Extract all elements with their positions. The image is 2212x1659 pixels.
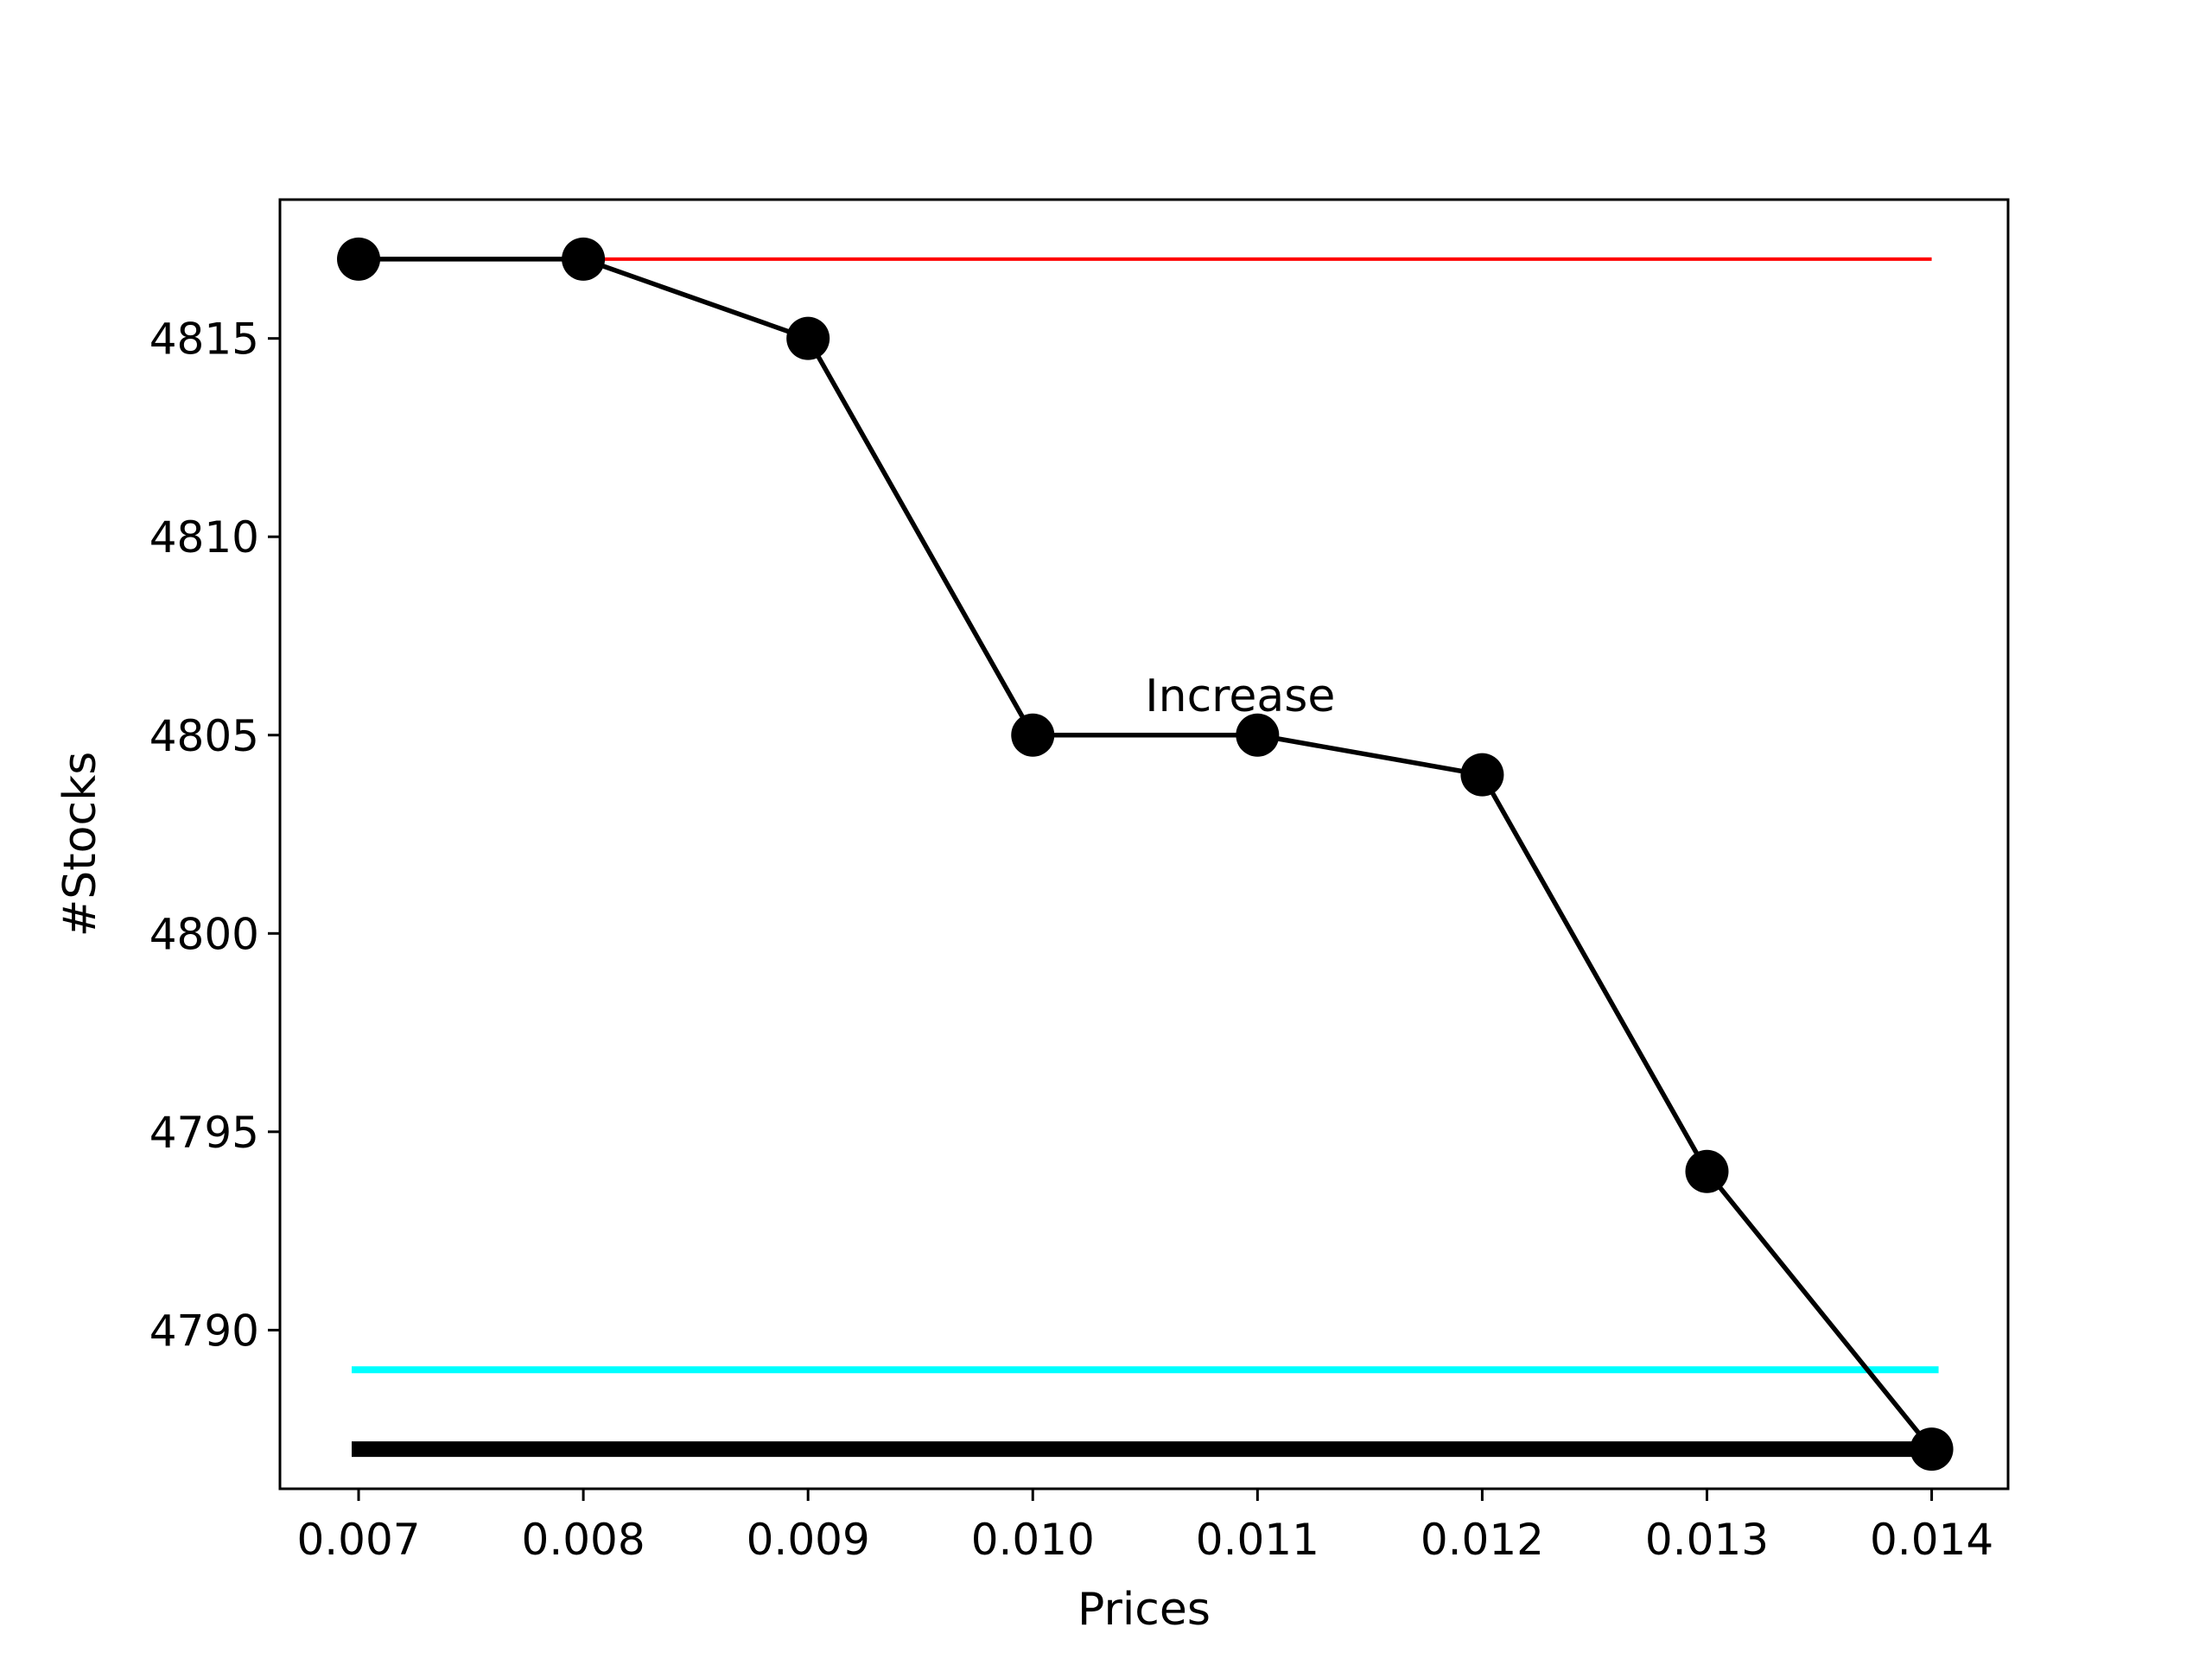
plot-area <box>280 200 2008 1489</box>
data-point <box>1685 1149 1729 1193</box>
data-point <box>1236 713 1280 757</box>
y-tick-label: 4805 <box>149 711 259 761</box>
x-axis-title: Prices <box>1077 1584 1211 1636</box>
x-tick-label: 0.013 <box>1645 1515 1769 1565</box>
y-tick-label: 4815 <box>149 315 259 365</box>
x-tick-label: 0.014 <box>1870 1515 1993 1565</box>
x-tick-label: 0.010 <box>971 1515 1095 1565</box>
data-point <box>786 316 830 360</box>
data-point <box>562 237 606 281</box>
y-tick-label: 4800 <box>149 909 259 959</box>
series-lines <box>359 257 1934 1451</box>
x-tick-label: 0.012 <box>1421 1515 1544 1565</box>
y-axis: 4790 4795 4800 4805 4810 4815 <box>149 315 280 1356</box>
data-point <box>1910 1427 1954 1471</box>
reference-lines <box>352 257 1939 1458</box>
x-tick-label: 0.011 <box>1196 1515 1319 1565</box>
data-point <box>1460 753 1504 797</box>
series-line-0 <box>359 257 1934 1451</box>
x-axis: 0.007 0.008 0.009 0.010 0.011 0.012 0.013 0.014 <box>296 1489 1993 1565</box>
y-tick-label: 4790 <box>149 1306 259 1356</box>
plot-frame <box>278 198 2010 1491</box>
y-tick-label: 4795 <box>149 1108 259 1158</box>
series-markers <box>337 237 1954 1471</box>
x-tick-label: 0.007 <box>296 1515 420 1565</box>
data-point <box>337 237 381 281</box>
x-tick-label: 0.009 <box>747 1515 870 1565</box>
x-tick-label: 0.008 <box>522 1515 645 1565</box>
y-axis-title: #Stocks <box>54 752 106 938</box>
annotation-increase: Increase <box>1145 671 1335 722</box>
y-tick-label: 4810 <box>149 512 259 563</box>
data-point <box>1011 713 1055 757</box>
